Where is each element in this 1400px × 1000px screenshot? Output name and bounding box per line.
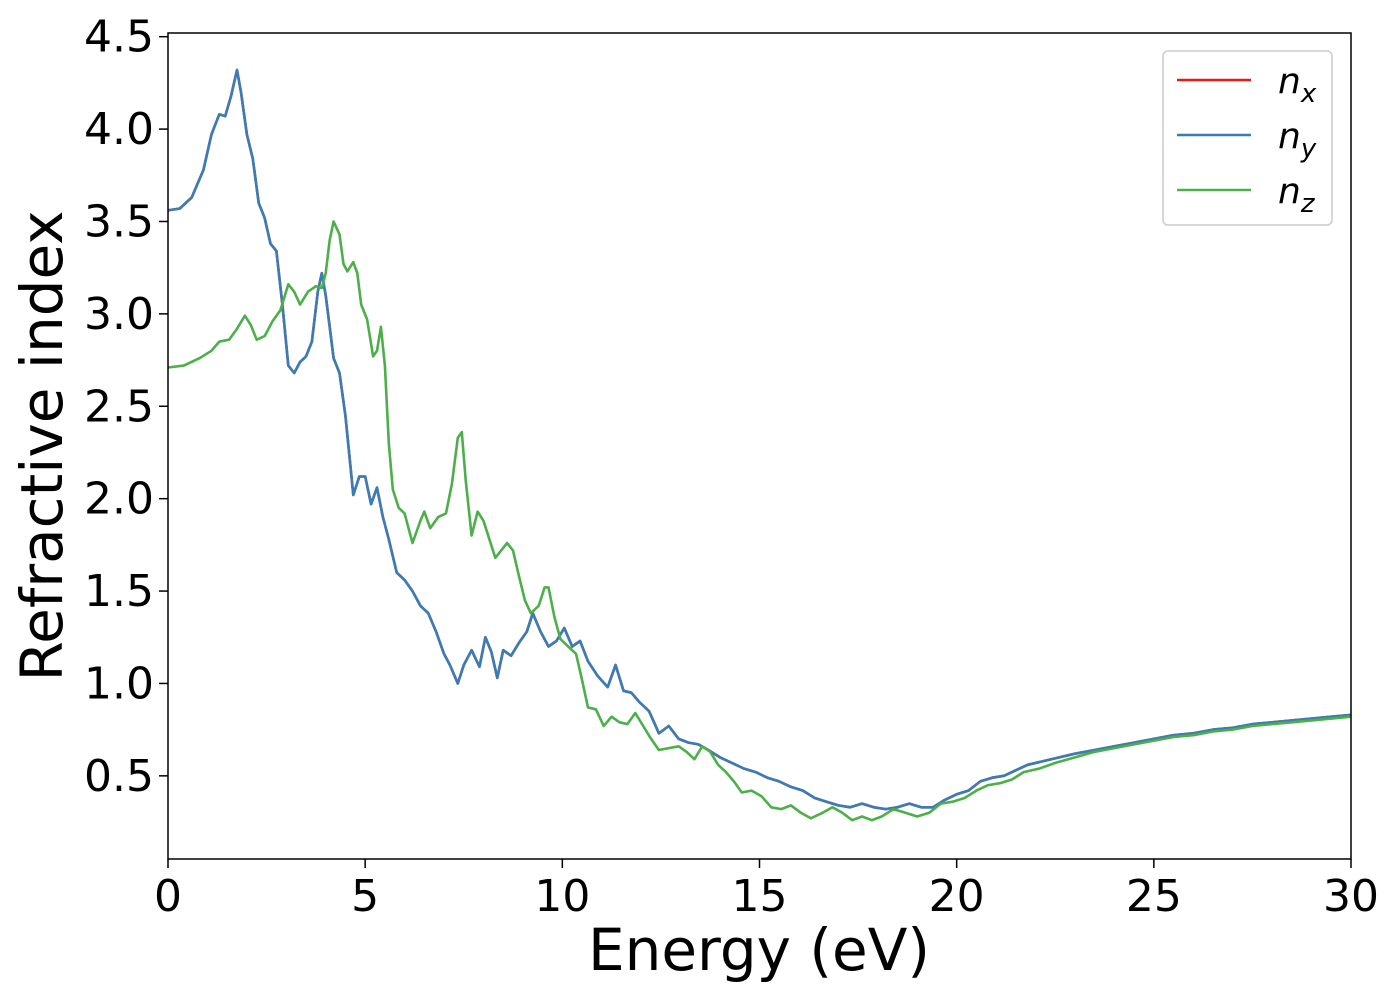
x-tick-label: 30 bbox=[1323, 871, 1379, 922]
x-tick-label: 10 bbox=[534, 871, 590, 922]
y-tick-label: 3.5 bbox=[84, 196, 154, 247]
y-tick-label: 2.0 bbox=[84, 474, 154, 525]
legend: nx ny nz bbox=[1162, 50, 1333, 226]
y-tick-label: 2.5 bbox=[84, 381, 154, 432]
y-tick-label: 0.5 bbox=[84, 751, 154, 802]
y-tick-label: 1.0 bbox=[84, 658, 154, 709]
y-tick-label: 1.5 bbox=[84, 566, 154, 617]
legend-label-z: nz bbox=[1278, 171, 1316, 219]
y-tick-label: 4.0 bbox=[84, 104, 154, 155]
y-tick-label: 4.5 bbox=[84, 12, 154, 63]
x-tick-label: 20 bbox=[929, 871, 985, 922]
x-tick-label: 5 bbox=[351, 871, 379, 922]
x-axis: 0 5 10 15 20 25 30 bbox=[154, 859, 1379, 922]
y-axis-title: Refractive index bbox=[8, 210, 76, 681]
x-tick-label: 0 bbox=[154, 871, 182, 922]
y-axis: 0.5 1.0 1.5 2.0 2.5 3.0 3.5 4.0 4.5 bbox=[84, 12, 168, 802]
x-tick-label: 25 bbox=[1126, 871, 1182, 922]
y-tick-label: 3.0 bbox=[84, 289, 154, 340]
legend-frame bbox=[1162, 50, 1333, 226]
series-line-z bbox=[167, 220, 1352, 822]
legend-label-x: nx bbox=[1278, 61, 1317, 109]
series-line-y bbox=[167, 68, 1352, 811]
x-tick-label: 15 bbox=[732, 871, 788, 922]
x-axis-title: Energy (eV) bbox=[588, 916, 930, 984]
legend-label-y: ny bbox=[1278, 116, 1317, 164]
series-layer bbox=[167, 68, 1352, 822]
